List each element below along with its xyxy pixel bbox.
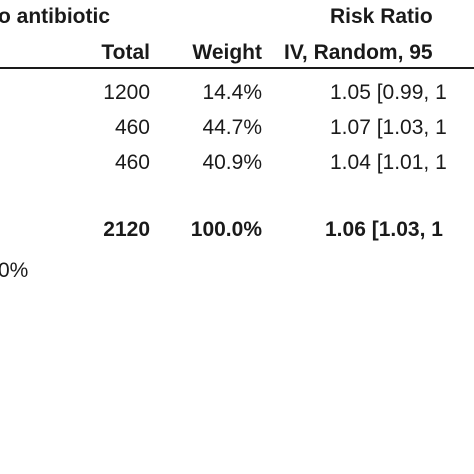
study-row-3-risk-ratio: 1.04 [1.01, 1 [330, 151, 447, 174]
study-row-2-total: 460 [114, 116, 150, 139]
column-header-total: Total [101, 41, 150, 64]
summary-weight: 100.0% [190, 218, 262, 241]
heterogeneity-fragment: 0% [0, 259, 29, 282]
column-header-weight: Weight [192, 41, 262, 64]
study-row-1-weight: 14.4% [202, 81, 262, 104]
study-row-3-weight: 40.9% [202, 151, 262, 174]
effect-measure-title: Risk Ratio [330, 5, 433, 28]
study-row-2-weight: 44.7% [202, 116, 262, 139]
study-row-1-total: 1200 [103, 81, 150, 104]
study-row-1-risk-ratio: 1.05 [0.99, 1 [330, 81, 447, 104]
header-divider [0, 67, 474, 69]
group-header-label: o antibiotic [0, 5, 110, 28]
summary-total: 2120 [103, 218, 150, 241]
study-row-2-risk-ratio: 1.07 [1.03, 1 [330, 116, 447, 139]
study-row-3-total: 460 [114, 151, 150, 174]
column-header-method: IV, Random, 95 [284, 41, 433, 64]
summary-risk-ratio: 1.06 [1.03, 1 [325, 218, 443, 241]
